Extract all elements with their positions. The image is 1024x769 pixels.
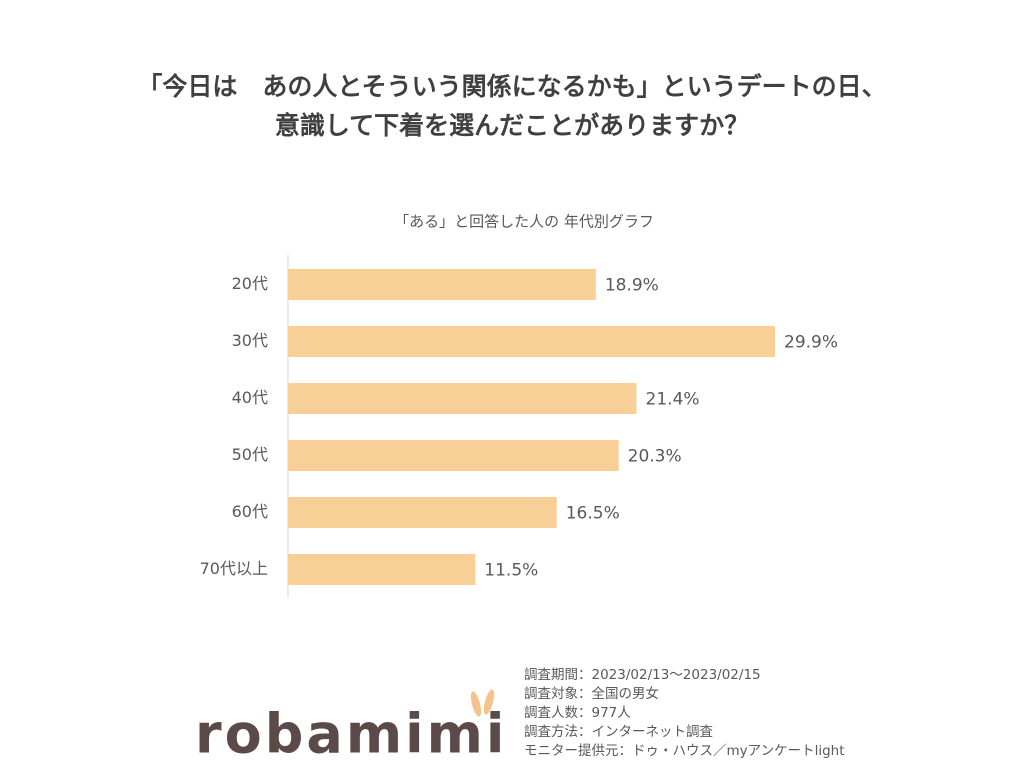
chart-subtitle: 「ある」と回答した人の 年代別グラフ [394,213,654,231]
chart-title: 意識して下着を選んだことがありますか？ [275,111,749,140]
bar [288,383,637,414]
note: 調査人数：977人 [524,705,631,721]
y-tick-label: 40代 [232,388,268,407]
logo-ear [483,689,495,715]
y-tick-label: 20代 [232,274,268,293]
bar [288,440,619,471]
data-label: 11.5% [484,561,538,581]
notes: 調査期間：2023/02/13～2023/02/15 調査対象：全国の男女調査人数… [524,667,845,759]
note: モニター提供元：ドゥ・ハウス／myアンケートlight [524,743,845,759]
logo-ear [470,691,482,717]
chart-title: 「今日は あの人とそういう関係になるかも」というデートの日、 [137,72,886,101]
y-tick-label: 70代以上 [200,559,268,578]
bar [288,326,775,357]
data-label: 29.9% [784,333,838,353]
data-label: 16.5% [566,504,620,524]
data-label: 20.3% [628,447,682,467]
bar [288,554,476,585]
logo: robamimi [195,703,507,766]
y-tick-label: 60代 [232,502,268,521]
bar [288,497,557,528]
y-tick-label: 30代 [232,331,268,350]
y-tick-label: 50代 [232,445,268,464]
bar [288,269,596,300]
data-label: 21.4% [646,390,700,410]
note: 調査方法：インターネット調査 [524,724,713,740]
note: 調査対象：全国の男女 [524,685,659,702]
note: 調査期間：2023/02/13～2023/02/15 [524,667,761,683]
data-label: 18.9% [605,276,659,296]
